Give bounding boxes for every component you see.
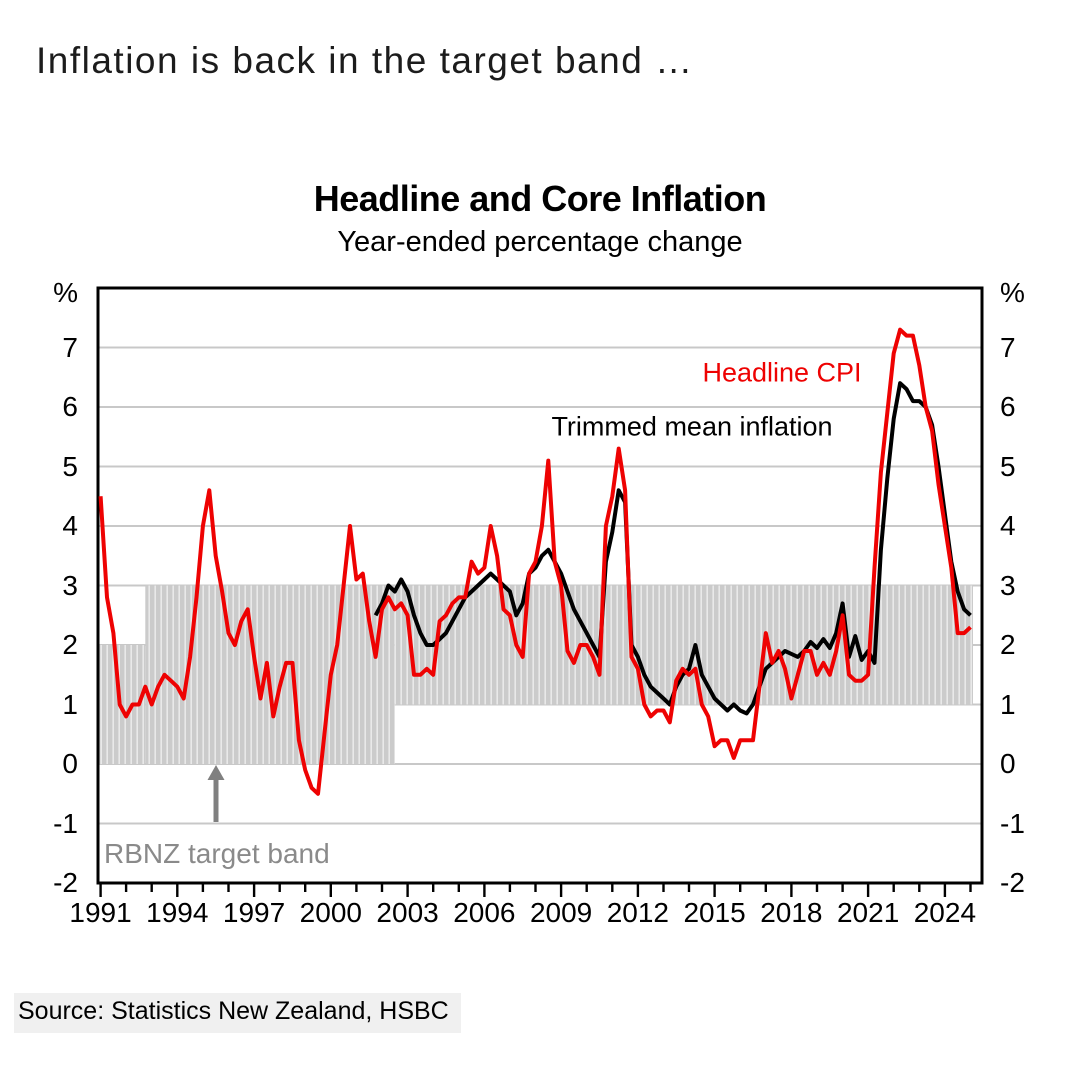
source-note: Source: Statistics New Zealand, HSBC	[14, 993, 461, 1033]
y-axis-label-left-7: 7	[62, 331, 78, 363]
y-axis-label-left--1: -1	[53, 807, 78, 839]
x-axis-label-2000: 2000	[299, 897, 362, 928]
y-axis-label-right-1: 1	[1000, 688, 1016, 720]
target-band-segment	[394, 585, 973, 705]
y-axis-unit-right: %	[1000, 277, 1025, 308]
page-title: Inflation is back in the target band …	[36, 40, 694, 81]
y-axis-label-right-4: 4	[1000, 510, 1016, 541]
legend-headline-cpi: Headline CPI	[702, 357, 862, 388]
x-axis-label-2009: 2009	[529, 897, 593, 928]
y-axis-label-right-6: 6	[1000, 391, 1016, 422]
y-axis-label-left-0: 0	[62, 748, 78, 779]
y-axis-label-left-5: 5	[62, 450, 78, 482]
y-axis-label-left-6: 6	[62, 391, 78, 422]
x-axis-label-2021: 2021	[836, 897, 900, 928]
y-axis-label-left-3: 3	[62, 569, 78, 601]
y-axis-label-left-1: 1	[62, 688, 78, 720]
chart-subtitle: Year-ended percentage change	[337, 226, 743, 258]
x-axis-label-2018: 2018	[760, 897, 823, 928]
x-axis-label-2012: 2012	[606, 897, 669, 928]
y-axis-label-left-2: 2	[62, 629, 78, 660]
x-axis-label-2015: 2015	[683, 897, 746, 928]
y-axis-label-right-7: 7	[1000, 331, 1016, 363]
target-band-label: RBNZ target band	[104, 838, 330, 869]
series-line-headline-cpi	[98, 327, 972, 796]
legend-trimmed-mean: Trimmed mean inflation	[551, 411, 833, 442]
y-axis-unit-left: %	[53, 277, 78, 308]
y-axis-label-left-4: 4	[62, 510, 78, 541]
x-axis-label-1994: 1994	[146, 897, 209, 928]
plot-frame	[96, 286, 984, 885]
y-axis-label-right-3: 3	[1000, 569, 1016, 601]
chart-title: Headline and Core Inflation	[313, 178, 767, 219]
y-axis-label-right-0: 0	[1000, 748, 1016, 779]
up-arrow-icon	[207, 765, 225, 780]
y-axis-label-right--2: -2	[1000, 867, 1025, 898]
x-axis-label-2024: 2024	[913, 897, 977, 928]
x-axis-label-2006: 2006	[453, 897, 516, 928]
x-axis-label-1991: 1991	[69, 897, 132, 928]
y-axis-label-right-5: 5	[1000, 450, 1016, 482]
x-axis-label-2003: 2003	[376, 897, 439, 928]
y-axis-label-left--2: -2	[53, 867, 78, 898]
y-axis-label-right-2: 2	[1000, 629, 1016, 660]
x-axis-label-1997: 1997	[222, 897, 286, 928]
y-axis-label-right--1: -1	[1000, 807, 1025, 839]
